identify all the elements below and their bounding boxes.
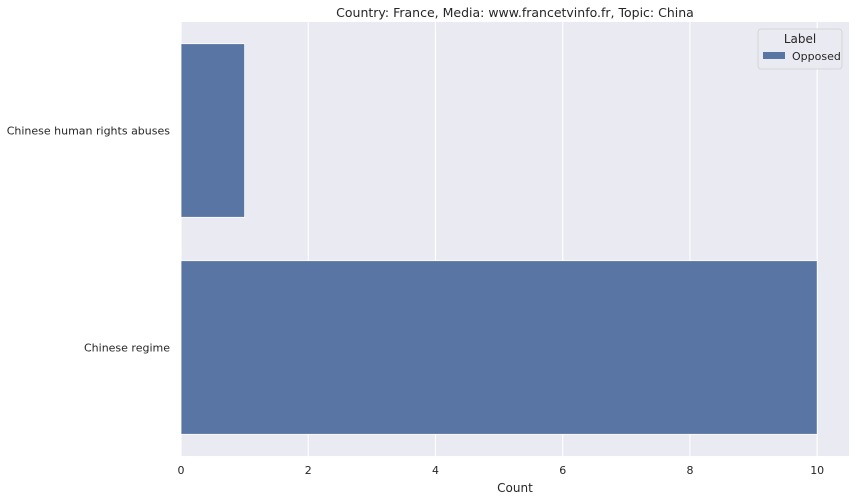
bar bbox=[180, 43, 246, 218]
x-tick-label: 4 bbox=[432, 464, 439, 477]
y-ticks: Chinese human rights abuses Chinese regim… bbox=[7, 125, 171, 355]
chart-title: Country: France, Media: www.francetvinfo… bbox=[336, 5, 694, 20]
y-tick-label: Chinese regime bbox=[84, 342, 170, 355]
y-tick-label: Chinese human rights abuses bbox=[7, 125, 171, 138]
x-axis-label: Count bbox=[497, 481, 533, 495]
bars bbox=[180, 43, 818, 435]
x-tick-label: 6 bbox=[559, 464, 566, 477]
legend-label: Opposed bbox=[792, 50, 841, 63]
legend: Label Opposed bbox=[757, 28, 843, 70]
x-tick-label: 8 bbox=[686, 464, 693, 477]
x-tick-label: 10 bbox=[810, 464, 824, 477]
x-tick-label: 0 bbox=[178, 464, 185, 477]
legend-swatch bbox=[763, 52, 785, 59]
bar bbox=[180, 260, 818, 435]
x-ticks: 0 2 4 6 8 10 bbox=[178, 464, 825, 477]
x-tick-label: 2 bbox=[305, 464, 312, 477]
legend-title: Label bbox=[784, 32, 816, 46]
